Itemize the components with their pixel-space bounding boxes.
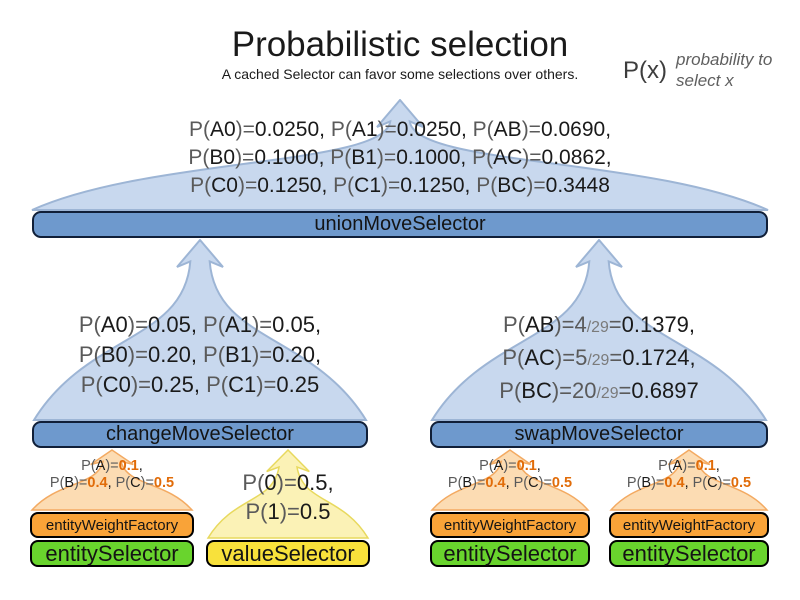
entity-weight-factory-label: entityWeightFactory xyxy=(443,516,577,534)
entity-selector-bar: entitySelector xyxy=(30,540,194,567)
probability-line: P(A0)=0.05, P(A1)=0.05, xyxy=(78,312,322,337)
entity-weight-arch-shape xyxy=(430,449,590,511)
probability-line: P(C0)=0.1250, P(C1)=0.1250, P(BC)=0.3448 xyxy=(190,174,610,197)
union-probabilities: P(A0)=0.0250, P(A1)=0.0250, P(AB)=0.0690… xyxy=(30,116,770,200)
value-arch-shape xyxy=(206,449,370,539)
entity-weight-probabilities: P(A)=0.1, P(B)=0.4, P(C)=0.5 xyxy=(609,458,769,492)
union-move-selector-bar: unionMoveSelector xyxy=(32,211,768,238)
entity-weight-factory-label: entityWeightFactory xyxy=(45,516,179,534)
probability-line: P(B0)=0.1000, P(B1)=0.1000, P(AC)=0.0862… xyxy=(188,146,612,169)
probability-line: P(AB)=4/29=0.1379, xyxy=(502,312,696,337)
entity-weight-probabilities: P(A)=0.1, P(B)=0.4, P(C)=0.5 xyxy=(430,458,590,492)
union-funnel-shape xyxy=(31,99,769,211)
probability-line: P(AC)=5/29=0.1724, xyxy=(502,345,696,370)
value-selector-label: valueSelector xyxy=(221,540,355,566)
entity-selector-bar: entitySelector xyxy=(430,540,590,567)
change-funnel-shape xyxy=(32,239,368,421)
entity-selector-label: entitySelector xyxy=(443,540,577,566)
entity-weight-arch-shape xyxy=(30,449,194,511)
probability-line: P(A)=0.1, xyxy=(479,458,541,474)
entity-selector-label: entitySelector xyxy=(45,540,179,566)
change-move-selector-label: changeMoveSelector xyxy=(106,423,294,445)
entity-weight-arch-shape xyxy=(609,449,769,511)
legend-description: probability to select x xyxy=(676,50,773,90)
page-subtitle: A cached Selector can favor some selecti… xyxy=(221,66,579,82)
entity-weight-probabilities: P(A)=0.1, P(B)=0.4, P(C)=0.5 xyxy=(30,458,194,492)
probability-line: P(B0)=0.20, P(B1)=0.20, xyxy=(78,342,322,367)
value-selector-bar: valueSelector xyxy=(206,540,370,567)
probability-line: P(A)=0.1, xyxy=(658,458,720,474)
page-title: Probabilistic selection xyxy=(231,25,569,64)
change-probabilities: P(A0)=0.05, P(A1)=0.05, P(B0)=0.20, P(B1… xyxy=(32,310,368,400)
probability-line: P(B)=0.4, P(C)=0.5 xyxy=(447,475,573,491)
swap-move-selector-label: swapMoveSelector xyxy=(514,423,684,445)
probability-line: P(B)=0.4, P(C)=0.5 xyxy=(49,475,175,491)
entity-selector-bar: entitySelector xyxy=(609,540,769,567)
probability-line: P(0)=0.5, xyxy=(242,470,334,495)
probability-line: P(A0)=0.0250, P(A1)=0.0250, P(AB)=0.0690… xyxy=(188,118,612,141)
entity-weight-factory-bar: entityWeightFactory xyxy=(609,512,769,538)
swap-move-selector-bar: swapMoveSelector xyxy=(430,421,768,448)
probability-line: P(A)=0.1, xyxy=(81,458,143,474)
union-move-selector-label: unionMoveSelector xyxy=(314,213,486,235)
entity-weight-factory-bar: entityWeightFactory xyxy=(430,512,590,538)
change-move-selector-bar: changeMoveSelector xyxy=(32,421,368,448)
probability-line: P(B)=0.4, P(C)=0.5 xyxy=(626,475,752,491)
probability-line: P(BC)=20/29=0.6897 xyxy=(499,378,699,403)
probability-line: P(1)=0.5 xyxy=(245,499,331,524)
swap-funnel-shape xyxy=(430,239,768,421)
value-probabilities: P(0)=0.5, P(1)=0.5 xyxy=(206,468,370,526)
swap-probabilities: P(AB)=4/29=0.1379, P(AC)=5/29=0.1724, P(… xyxy=(430,310,768,409)
entity-selector-label: entitySelector xyxy=(622,540,756,566)
probability-line: P(C0)=0.25, P(C1)=0.25 xyxy=(80,372,320,397)
entity-weight-factory-bar: entityWeightFactory xyxy=(30,512,194,538)
entity-weight-factory-label: entityWeightFactory xyxy=(622,516,756,534)
legend-symbol: P(x) xyxy=(623,57,667,84)
